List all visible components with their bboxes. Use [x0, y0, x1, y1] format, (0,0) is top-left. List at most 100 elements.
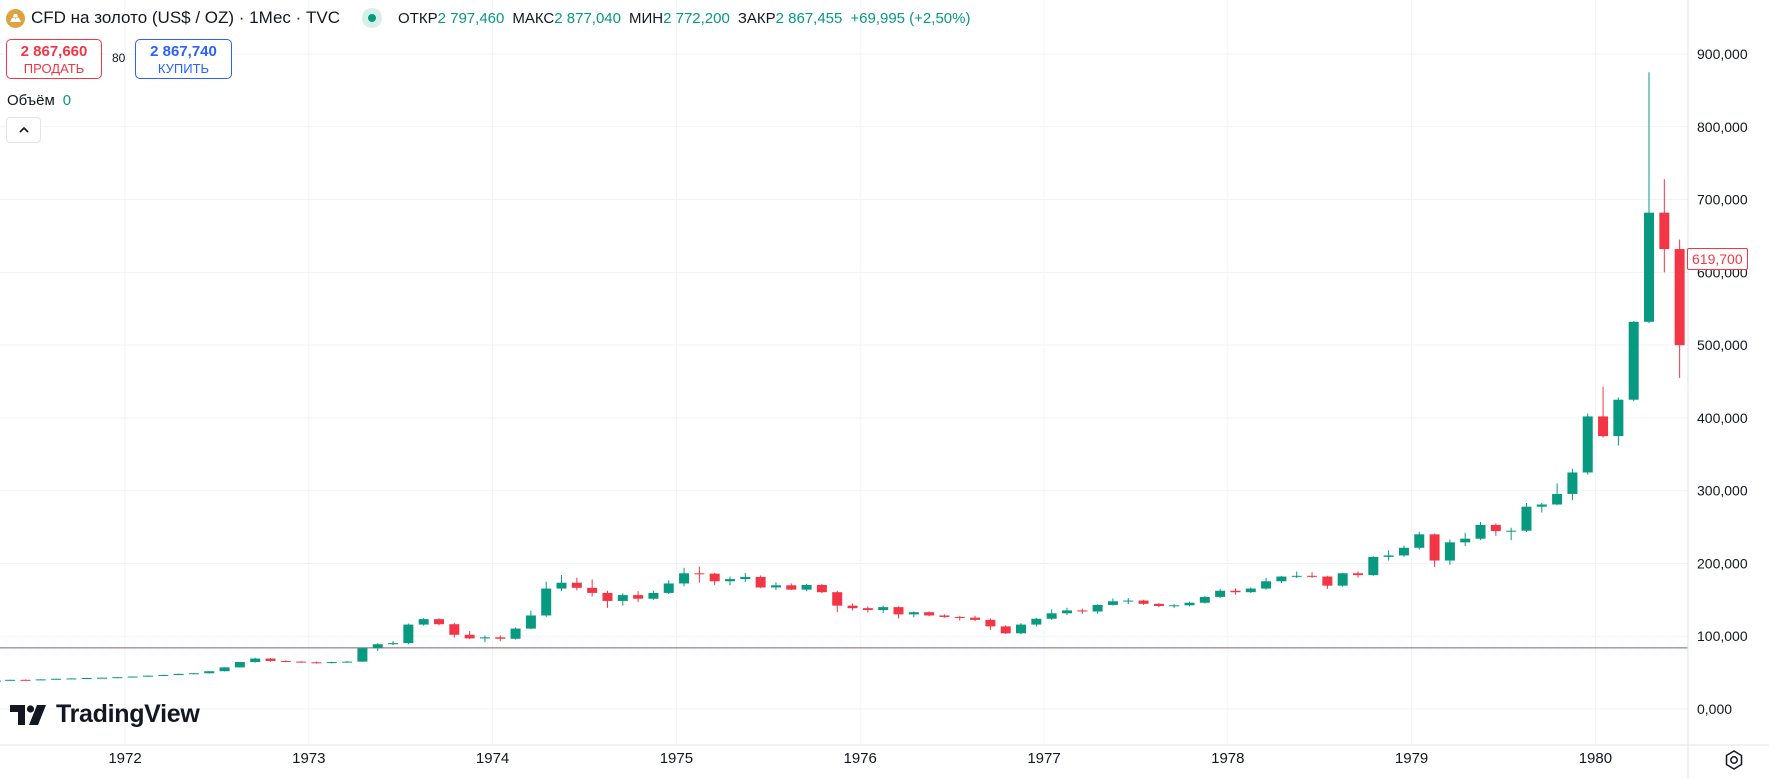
candle-body [709, 573, 720, 582]
gold-bars-icon [6, 8, 25, 28]
x-tick-label: 1972 [108, 750, 141, 767]
candle [250, 657, 261, 663]
candle [541, 581, 552, 617]
candle [1077, 608, 1088, 615]
candle-body [1215, 590, 1226, 597]
candle-body [1444, 542, 1455, 561]
candle [1123, 598, 1134, 605]
candle-body [1383, 555, 1394, 557]
candle [1307, 572, 1318, 578]
candle [97, 677, 108, 679]
ohlc-open-value: 2 797,460 [437, 9, 505, 27]
candle-body [1414, 534, 1425, 548]
candle-body [35, 679, 46, 681]
candle-body [1107, 601, 1118, 605]
candle [495, 635, 506, 641]
ohlc-values: ОТКР 2 797,460 МАКС 2 877,040 МИН 2 772,… [398, 10, 970, 27]
candle [1138, 599, 1149, 605]
candle [388, 640, 399, 646]
candle-body [1506, 530, 1517, 532]
candle [20, 679, 31, 681]
candle-body [847, 605, 858, 609]
candle [985, 618, 996, 631]
candle [1582, 413, 1593, 475]
candle-body [142, 675, 153, 677]
candle [1398, 545, 1409, 557]
candle [280, 660, 291, 663]
gear-icon [1725, 750, 1743, 770]
buy-button[interactable]: 2 867,740 КУПИТЬ [135, 39, 232, 79]
candle [403, 623, 414, 645]
volume-label: Объём [7, 92, 55, 109]
candle-body [1552, 493, 1563, 505]
candle-body [1659, 212, 1670, 250]
candle [525, 610, 536, 630]
candle-body [81, 677, 92, 679]
candle [648, 590, 659, 600]
tradingview-logo-icon [10, 704, 46, 725]
sell-button[interactable]: 2 867,660 ПРОДАТЬ [6, 39, 102, 79]
candle-body [571, 582, 582, 588]
volume-indicator[interactable]: Объём 0 [7, 92, 71, 109]
candle-body [1153, 603, 1164, 607]
candle-body [694, 573, 705, 575]
chevron-up-icon [18, 126, 29, 133]
candle [1536, 503, 1547, 513]
symbol-title[interactable]: CFD на золото (US$ / OZ) · 1Мес · TVC [31, 8, 341, 27]
candle-body [1613, 399, 1624, 437]
candle-body [786, 585, 797, 590]
x-tick-label: 1974 [476, 750, 509, 767]
candle [1490, 523, 1501, 536]
candle [112, 677, 123, 679]
candle [219, 667, 230, 672]
candle [1061, 607, 1072, 616]
candle-body [1368, 556, 1379, 576]
candle [1031, 618, 1042, 627]
ohlc-high-value: 2 877,040 [554, 9, 621, 27]
chart-header: CFD на золото (US$ / OZ) · 1Мес · TVC ОТ… [6, 6, 970, 30]
candle [342, 660, 353, 663]
candle [1169, 604, 1180, 608]
candle-body [1674, 249, 1685, 346]
candle-body [617, 595, 628, 601]
candle [1230, 588, 1241, 595]
x-tick-label: 1977 [1027, 750, 1060, 767]
candle [1613, 397, 1624, 446]
candle [556, 575, 567, 592]
candle-body [112, 677, 123, 679]
settings-button[interactable] [1722, 748, 1746, 772]
tradingview-logo[interactable]: TradingView [10, 700, 200, 729]
candle [1506, 527, 1517, 541]
candle [1567, 468, 1578, 501]
x-tick-label: 1973 [292, 750, 325, 767]
candle [770, 582, 781, 591]
candle [893, 606, 904, 619]
market-status-icon[interactable] [362, 8, 383, 28]
candle [970, 615, 981, 622]
candle [1475, 521, 1486, 541]
candle-body [862, 608, 873, 611]
candle-body [1352, 573, 1363, 576]
candle-body [1230, 590, 1241, 593]
collapse-legend-button[interactable] [6, 117, 41, 143]
candle-body [20, 679, 31, 681]
candle-body [188, 673, 199, 675]
candle [1628, 321, 1639, 402]
candle-body [770, 585, 781, 588]
x-tick-label: 1978 [1211, 750, 1244, 767]
candle [755, 575, 766, 589]
candle-body [1429, 534, 1440, 561]
candle [296, 660, 307, 663]
candle [1598, 386, 1609, 438]
candle-body [1398, 547, 1409, 556]
candle-body [326, 662, 337, 664]
candle-body [1261, 581, 1272, 589]
candle [862, 606, 873, 613]
y-tick-label: 400,000 [1697, 410, 1748, 426]
candle-body [464, 634, 475, 639]
candle-body [510, 628, 521, 639]
candle [878, 605, 889, 613]
candle-body [1536, 504, 1547, 507]
candle [954, 615, 965, 621]
